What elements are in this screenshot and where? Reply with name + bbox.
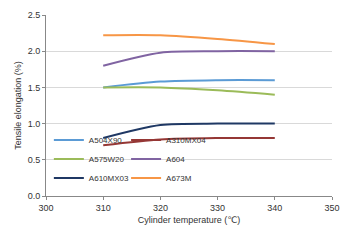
svg-text:2.0: 2.0 bbox=[28, 46, 41, 56]
svg-text:Tensile elongation (%): Tensile elongation (%) bbox=[13, 61, 23, 150]
svg-text:A610MX03: A610MX03 bbox=[89, 174, 129, 183]
svg-text:A504X90: A504X90 bbox=[89, 136, 122, 145]
svg-text:A673M: A673M bbox=[166, 174, 192, 183]
svg-text:340: 340 bbox=[267, 203, 282, 213]
svg-text:A604: A604 bbox=[166, 155, 185, 164]
svg-text:1.0: 1.0 bbox=[28, 119, 41, 129]
svg-text:330: 330 bbox=[210, 203, 225, 213]
svg-text:Cylinder temperature (℃): Cylinder temperature (℃) bbox=[138, 215, 241, 225]
svg-text:310: 310 bbox=[96, 203, 111, 213]
svg-text:A310MX04: A310MX04 bbox=[166, 136, 206, 145]
svg-text:0.0: 0.0 bbox=[28, 191, 41, 201]
svg-text:2.5: 2.5 bbox=[28, 10, 41, 20]
svg-text:320: 320 bbox=[153, 203, 168, 213]
svg-text:300: 300 bbox=[38, 203, 53, 213]
svg-text:350: 350 bbox=[324, 203, 339, 213]
svg-text:1.5: 1.5 bbox=[28, 83, 41, 93]
svg-text:0.5: 0.5 bbox=[28, 155, 41, 165]
svg-text:A575W20: A575W20 bbox=[89, 155, 125, 164]
